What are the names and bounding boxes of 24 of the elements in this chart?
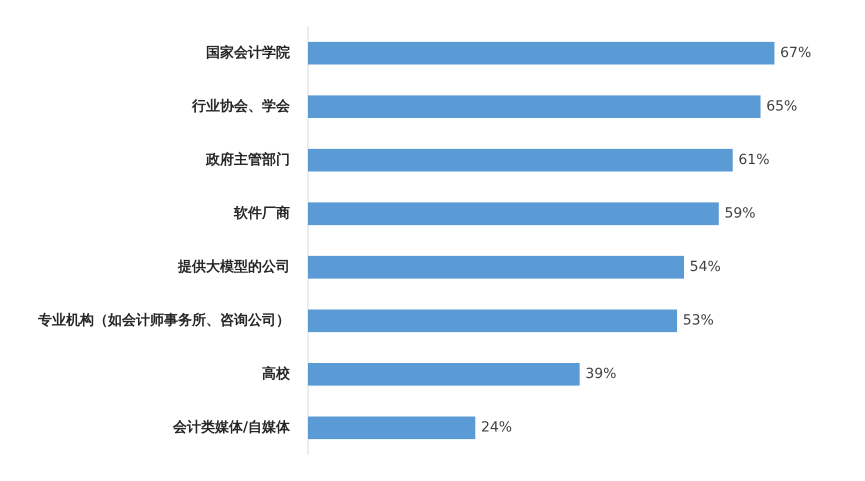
bar: [308, 42, 774, 64]
y-tick-label: 行业协会、学会: [191, 98, 291, 114]
bar: [308, 362, 580, 386]
data-label: 65%: [766, 98, 798, 114]
y-tick-label: 会计类媒体/自媒体: [172, 419, 291, 436]
y-tick-label: 高校: [262, 364, 291, 382]
y-tick-label: 专业机构（如会计师事务所、咨询公司）: [37, 311, 290, 328]
bar: [308, 202, 719, 226]
bar: [308, 148, 733, 172]
data-label: 59%: [724, 205, 756, 222]
data-label: 67%: [780, 44, 812, 61]
data-label: 61%: [738, 152, 770, 168]
data-label: 53%: [682, 312, 714, 328]
bar: [308, 416, 476, 440]
y-tick-label: 提供大模型的公司: [177, 258, 290, 275]
bar: [308, 256, 684, 279]
data-label: 39%: [585, 366, 616, 382]
y-tick-label: 政府主管部门: [205, 150, 290, 168]
bar: [308, 309, 678, 332]
data-label: 54%: [690, 258, 721, 275]
data-label: 24%: [480, 419, 512, 436]
y-tick-label: 国家会计学院: [206, 44, 290, 61]
y-tick-label: 软件厂商: [233, 204, 290, 222]
bar: [308, 95, 761, 118]
